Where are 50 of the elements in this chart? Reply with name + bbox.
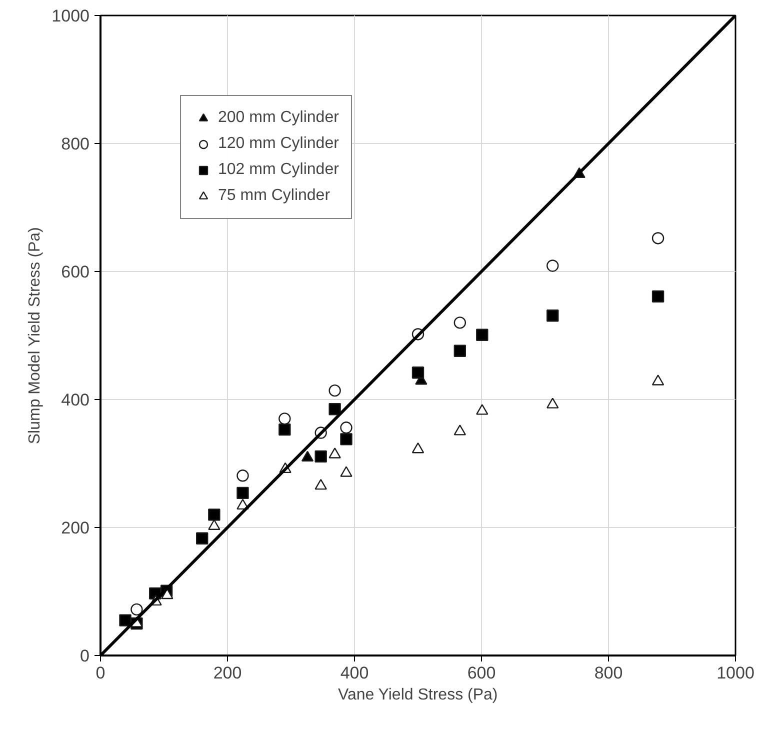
point: [208, 508, 220, 521]
point: [476, 404, 488, 415]
point: [454, 344, 466, 357]
point: [652, 290, 664, 303]
point: [454, 424, 466, 436]
point: [278, 423, 291, 436]
y-tick-label: 1000: [52, 6, 90, 26]
point: [546, 310, 559, 322]
y-tick-label: 0: [80, 646, 90, 666]
x-tick-label: 400: [340, 664, 369, 682]
point: [340, 433, 352, 446]
point: [236, 470, 249, 482]
x-axis-title: Vane Yield Stress (Pa): [338, 686, 498, 704]
point: [476, 328, 488, 341]
x-tick-label: 1000: [716, 664, 754, 682]
point: [652, 232, 664, 244]
y-tick-label: 600: [61, 262, 90, 282]
point: [314, 450, 327, 463]
point: [328, 384, 341, 397]
point: [652, 374, 664, 386]
y-tick-label: 200: [61, 518, 90, 538]
y-tick-label: 400: [61, 390, 90, 410]
point: [301, 450, 314, 462]
x-tick-label: 200: [213, 664, 242, 682]
point: [340, 466, 352, 477]
point: [328, 448, 341, 458]
legend-label: 120 mm Cylinder: [218, 135, 339, 153]
point: [196, 532, 208, 544]
x-tick-label: 600: [467, 664, 496, 682]
point: [412, 442, 424, 454]
point: [412, 366, 424, 379]
point: [161, 588, 174, 600]
x-tick-label: 0: [96, 664, 106, 682]
legend-label: 75 mm Cylinder: [218, 187, 330, 205]
point: [546, 398, 559, 408]
point: [340, 422, 352, 434]
legend-label: 200 mm Cylinder: [218, 109, 339, 127]
point: [208, 519, 220, 530]
point: [278, 412, 291, 425]
point: [328, 403, 341, 416]
point: [546, 260, 559, 272]
y-axis-title: Slump Model Yield Stress (Pa): [26, 227, 44, 444]
point: [130, 603, 143, 616]
y-tick-label: 800: [61, 134, 90, 154]
legend-label: 102 mm Cylinder: [218, 161, 339, 179]
point: [314, 478, 327, 490]
point: [236, 486, 249, 500]
point: [454, 316, 466, 329]
point: [119, 614, 132, 626]
x-tick-label: 800: [594, 664, 623, 682]
